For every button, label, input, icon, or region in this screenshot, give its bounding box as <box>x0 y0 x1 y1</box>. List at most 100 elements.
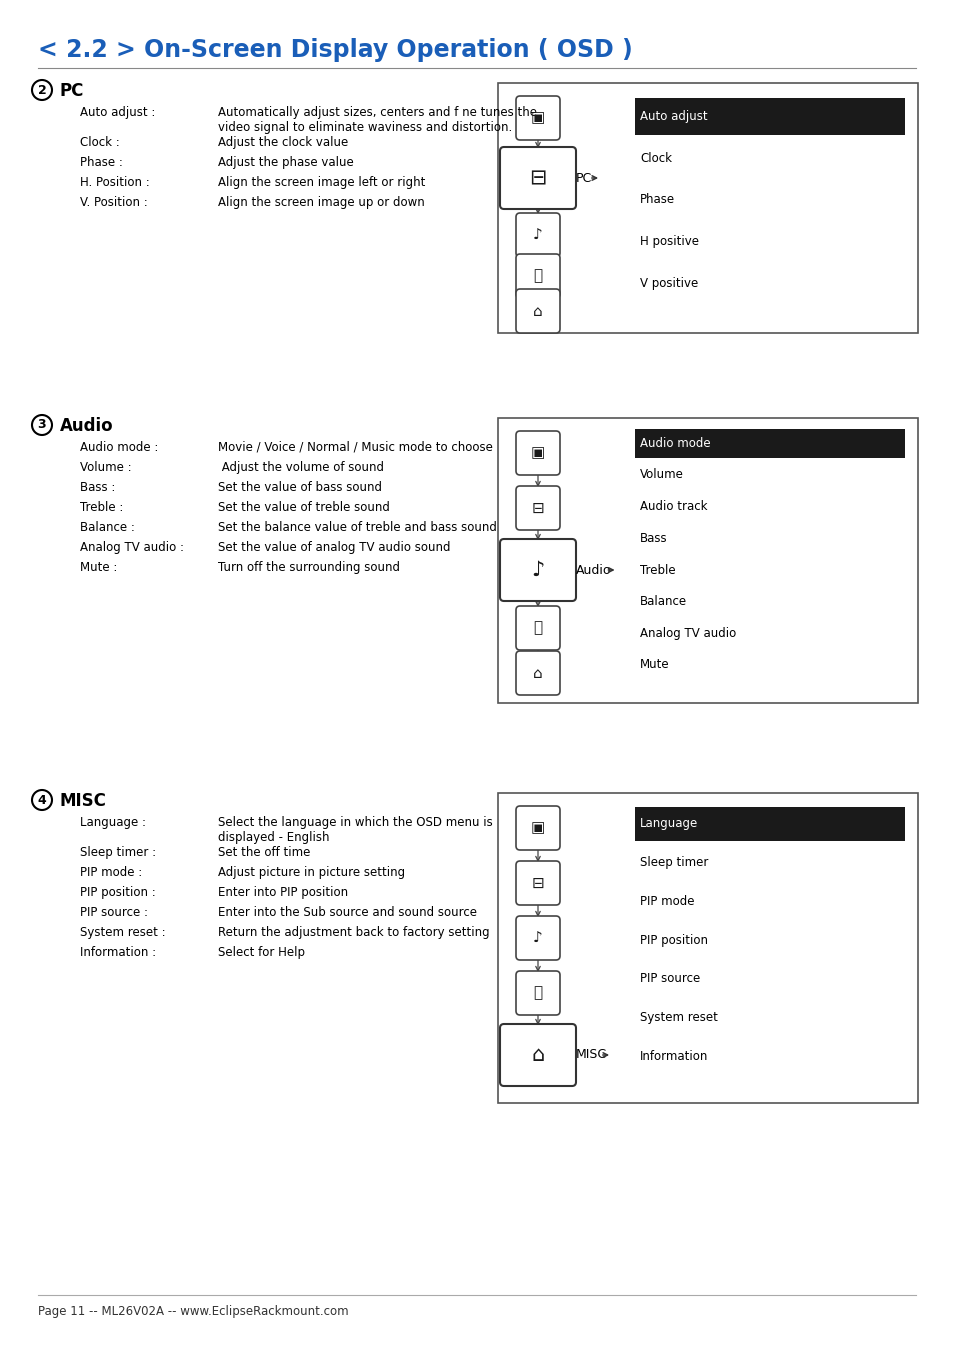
Text: PC: PC <box>60 82 84 100</box>
Text: ⊟: ⊟ <box>529 167 546 188</box>
Bar <box>635 97 904 135</box>
Bar <box>635 429 904 458</box>
Text: ♪: ♪ <box>533 930 542 945</box>
Text: Volume :: Volume : <box>80 460 132 474</box>
Text: V. Position :: V. Position : <box>80 196 148 209</box>
Text: H. Position :: H. Position : <box>80 176 150 189</box>
Text: Audio: Audio <box>576 563 611 576</box>
Text: Set the value of treble sound: Set the value of treble sound <box>218 501 390 514</box>
Text: Movie / Voice / Normal / Music mode to choose: Movie / Voice / Normal / Music mode to c… <box>218 441 493 454</box>
Text: Phase: Phase <box>639 193 675 207</box>
Text: PC: PC <box>576 171 592 185</box>
Text: PIP mode: PIP mode <box>639 895 694 909</box>
Text: System reset :: System reset : <box>80 926 166 940</box>
Text: MISC: MISC <box>60 792 107 810</box>
Text: System reset: System reset <box>639 1011 717 1025</box>
Text: 3: 3 <box>38 418 47 432</box>
Text: Align the screen image left or right: Align the screen image left or right <box>218 176 425 189</box>
Bar <box>635 806 904 841</box>
FancyBboxPatch shape <box>516 254 559 298</box>
FancyBboxPatch shape <box>516 213 559 256</box>
Text: Align the screen image up or down: Align the screen image up or down <box>218 196 424 209</box>
Circle shape <box>32 80 52 100</box>
Text: ♪: ♪ <box>533 228 542 243</box>
Circle shape <box>32 414 52 435</box>
Text: Information: Information <box>639 1050 708 1062</box>
Text: PIP position :: PIP position : <box>80 886 155 899</box>
Text: Volume: Volume <box>639 468 683 482</box>
Text: Mute: Mute <box>639 659 669 671</box>
Text: Page 11 -- ML26V02A -- www.EclipseRackmount.com: Page 11 -- ML26V02A -- www.EclipseRackmo… <box>38 1305 348 1318</box>
Text: Select for Help: Select for Help <box>218 946 305 958</box>
FancyBboxPatch shape <box>516 971 559 1015</box>
Text: Language: Language <box>639 818 698 830</box>
FancyBboxPatch shape <box>516 289 559 333</box>
Text: ⌂: ⌂ <box>533 666 542 680</box>
FancyBboxPatch shape <box>516 806 559 850</box>
Bar <box>497 792 917 1103</box>
FancyBboxPatch shape <box>499 539 576 601</box>
Text: Analog TV audio: Analog TV audio <box>639 626 736 640</box>
Text: Enter into the Sub source and sound source: Enter into the Sub source and sound sour… <box>218 906 476 919</box>
FancyBboxPatch shape <box>516 431 559 475</box>
Text: Analog TV audio :: Analog TV audio : <box>80 541 184 554</box>
Text: Adjust picture in picture setting: Adjust picture in picture setting <box>218 865 405 879</box>
Text: H positive: H positive <box>639 235 699 248</box>
Text: 📺: 📺 <box>533 986 542 1000</box>
FancyBboxPatch shape <box>516 651 559 695</box>
Text: PIP mode :: PIP mode : <box>80 865 142 879</box>
Text: Bass: Bass <box>639 532 667 545</box>
FancyBboxPatch shape <box>516 96 559 140</box>
Text: ▣: ▣ <box>530 111 544 126</box>
Text: 4: 4 <box>37 794 47 806</box>
Text: Auto adjust: Auto adjust <box>639 109 707 123</box>
Text: ⌂: ⌂ <box>533 304 542 319</box>
Text: Information :: Information : <box>80 946 156 958</box>
FancyBboxPatch shape <box>499 1025 576 1085</box>
Text: Sleep timer :: Sleep timer : <box>80 846 156 859</box>
Text: ♪: ♪ <box>531 560 544 580</box>
Text: Adjust the phase value: Adjust the phase value <box>218 157 354 169</box>
Text: ▣: ▣ <box>530 446 544 460</box>
Text: Adjust the volume of sound: Adjust the volume of sound <box>218 460 384 474</box>
FancyBboxPatch shape <box>516 861 559 905</box>
Text: PIP position: PIP position <box>639 934 707 946</box>
Text: 2: 2 <box>37 84 47 96</box>
Text: Sleep timer: Sleep timer <box>639 856 708 869</box>
Text: Auto adjust :: Auto adjust : <box>80 107 155 119</box>
Text: < 2.2 > On-Screen Display Operation ( OSD ): < 2.2 > On-Screen Display Operation ( OS… <box>38 38 632 62</box>
Text: Enter into PIP position: Enter into PIP position <box>218 886 348 899</box>
Text: Clock :: Clock : <box>80 136 120 148</box>
Text: Bass :: Bass : <box>80 481 115 494</box>
FancyBboxPatch shape <box>499 147 576 209</box>
FancyBboxPatch shape <box>516 606 559 649</box>
Text: Audio mode :: Audio mode : <box>80 441 158 454</box>
Text: Set the value of analog TV audio sound: Set the value of analog TV audio sound <box>218 541 450 554</box>
Text: Treble: Treble <box>639 563 675 576</box>
Text: Balance: Balance <box>639 595 686 608</box>
Text: Audio: Audio <box>60 417 113 435</box>
Text: MISC: MISC <box>576 1049 606 1061</box>
Text: Set the balance value of treble and bass sound: Set the balance value of treble and bass… <box>218 521 497 535</box>
Bar <box>497 82 917 333</box>
Text: Audio track: Audio track <box>639 500 707 513</box>
Text: Phase :: Phase : <box>80 157 123 169</box>
Text: Turn off the surrounding sound: Turn off the surrounding sound <box>218 562 399 574</box>
Text: Treble :: Treble : <box>80 501 123 514</box>
Text: Audio mode: Audio mode <box>639 437 710 450</box>
Text: Language :: Language : <box>80 815 146 829</box>
Text: V positive: V positive <box>639 277 698 289</box>
Text: Mute :: Mute : <box>80 562 117 574</box>
Text: Select the language in which the OSD menu is
displayed - English: Select the language in which the OSD men… <box>218 815 493 844</box>
Text: Balance :: Balance : <box>80 521 134 535</box>
Text: ⊟: ⊟ <box>531 501 544 516</box>
Text: Clock: Clock <box>639 151 671 165</box>
FancyBboxPatch shape <box>516 486 559 531</box>
Text: Adjust the clock value: Adjust the clock value <box>218 136 348 148</box>
Text: ▣: ▣ <box>530 821 544 836</box>
Text: ⌂: ⌂ <box>531 1045 544 1065</box>
Text: Return the adjustment back to factory setting: Return the adjustment back to factory se… <box>218 926 489 940</box>
Text: Automatically adjust sizes, centers and f ne tunes the
video signal to eliminate: Automatically adjust sizes, centers and … <box>218 107 537 134</box>
Text: ⊟: ⊟ <box>531 876 544 891</box>
Text: PIP source: PIP source <box>639 972 700 986</box>
